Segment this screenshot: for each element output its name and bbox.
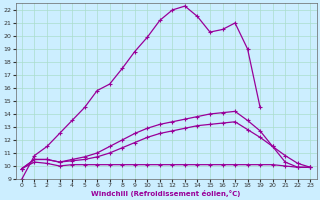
X-axis label: Windchill (Refroidissement éolien,°C): Windchill (Refroidissement éolien,°C) — [92, 190, 241, 197]
